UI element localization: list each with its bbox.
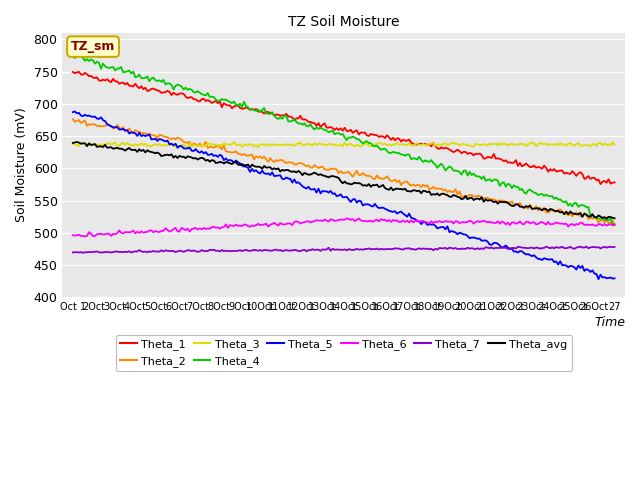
Line: Theta_avg: Theta_avg (73, 142, 614, 218)
Theta_3 (611, 142, 618, 148)
Theta_4 (154, 78, 161, 84)
Theta_avg (91, 141, 99, 147)
Theta_1 (216, 99, 224, 105)
Text: Time: Time (594, 316, 625, 329)
Theta_4 (442, 168, 449, 173)
Theta_avg (216, 159, 224, 165)
Theta_avg (154, 150, 161, 156)
Theta_1 (381, 135, 389, 141)
Theta_7 (442, 245, 449, 251)
Theta_2 (254, 155, 262, 160)
Theta_1 (611, 180, 618, 185)
Theta_4 (611, 221, 618, 227)
Theta_1 (91, 75, 99, 81)
Line: Theta_1: Theta_1 (73, 72, 614, 184)
Theta_5 (91, 114, 99, 120)
Theta_4 (91, 61, 99, 67)
Theta_avg (69, 140, 77, 146)
Theta_5 (256, 171, 264, 177)
Theta_avg (381, 185, 389, 191)
Theta_4 (216, 97, 224, 103)
Theta_avg (73, 139, 81, 145)
Theta_6 (154, 229, 161, 235)
Theta_7 (91, 249, 99, 254)
Theta_1 (442, 145, 449, 151)
Theta_6 (91, 233, 99, 239)
Theta_3 (254, 144, 262, 150)
Theta_avg (442, 192, 449, 197)
Theta_3 (214, 143, 221, 148)
Theta_5 (69, 109, 77, 115)
Line: Theta_7: Theta_7 (73, 247, 614, 253)
Theta_5 (71, 108, 79, 114)
Theta_6 (343, 216, 351, 221)
Theta_5 (381, 206, 389, 212)
Theta_2 (152, 132, 159, 138)
Theta_4 (381, 146, 389, 152)
Theta_1 (75, 69, 83, 74)
Text: TZ_sm: TZ_sm (71, 40, 115, 53)
Theta_5 (442, 227, 449, 232)
Theta_7 (582, 244, 590, 250)
Theta_4 (609, 223, 616, 228)
Theta_3 (152, 142, 159, 147)
Y-axis label: Soil Moisture (mV): Soil Moisture (mV) (15, 108, 28, 223)
Theta_7 (216, 249, 224, 254)
Theta_1 (154, 87, 161, 93)
Theta_7 (79, 250, 87, 256)
Theta_1 (256, 108, 264, 114)
Theta_2 (69, 116, 77, 122)
Theta_7 (154, 249, 161, 254)
Theta_6 (216, 226, 224, 231)
Theta_2 (89, 121, 97, 127)
Theta_4 (256, 109, 264, 115)
Theta_7 (256, 247, 264, 253)
Line: Theta_5: Theta_5 (73, 111, 614, 279)
Line: Theta_6: Theta_6 (73, 218, 614, 236)
Theta_3 (444, 142, 451, 148)
Theta_2 (379, 176, 387, 182)
Line: Theta_3: Theta_3 (73, 142, 614, 147)
Legend: Theta_1, Theta_2, Theta_3, Theta_4, Theta_5, Theta_6, Theta_7, Theta_avg: Theta_1, Theta_2, Theta_3, Theta_4, Thet… (116, 335, 572, 371)
Theta_2 (611, 222, 618, 228)
Theta_1 (69, 69, 77, 75)
Theta_3 (383, 142, 391, 148)
Theta_6 (383, 218, 391, 224)
Theta_6 (69, 232, 77, 238)
Theta_3 (89, 142, 97, 148)
Title: TZ Soil Moisture: TZ Soil Moisture (288, 15, 399, 29)
Theta_1 (596, 181, 604, 187)
Theta_4 (69, 53, 77, 59)
Line: Theta_4: Theta_4 (73, 55, 614, 226)
Theta_7 (69, 250, 77, 255)
Theta_avg (256, 164, 264, 170)
Theta_7 (381, 246, 389, 252)
Theta_6 (256, 222, 264, 228)
Theta_3 (230, 139, 238, 145)
Theta_5 (611, 276, 618, 281)
Theta_3 (259, 141, 266, 147)
Theta_5 (216, 152, 224, 157)
Theta_2 (440, 187, 447, 193)
Theta_avg (611, 216, 618, 221)
Theta_5 (595, 276, 602, 282)
Theta_5 (154, 138, 161, 144)
Line: Theta_2: Theta_2 (73, 119, 614, 225)
Theta_3 (69, 141, 77, 146)
Theta_6 (611, 222, 618, 228)
Theta_7 (611, 244, 618, 250)
Theta_6 (81, 233, 89, 239)
Theta_4 (73, 52, 81, 58)
Theta_avg (603, 216, 611, 221)
Theta_2 (214, 144, 221, 149)
Theta_6 (444, 219, 451, 225)
